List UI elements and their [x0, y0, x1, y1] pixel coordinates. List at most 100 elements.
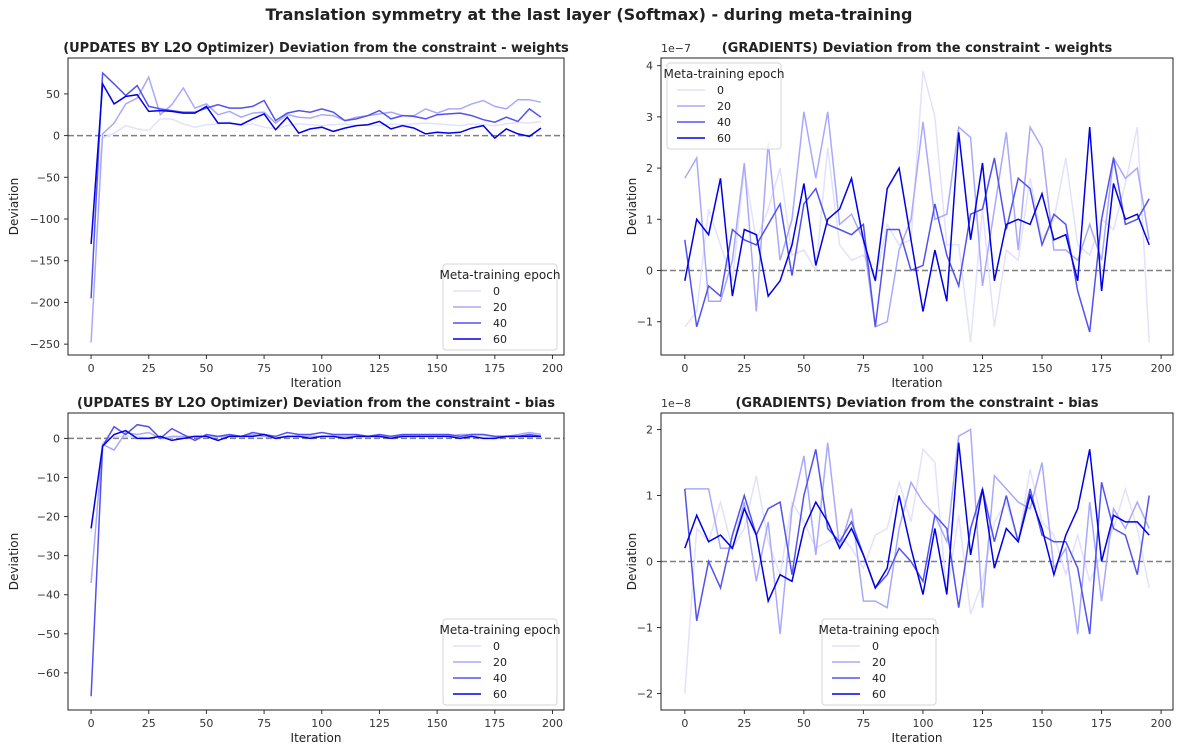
x-tick-label: 200: [1151, 362, 1172, 375]
y-tick-label: 1: [646, 490, 653, 503]
x-tick-label: 150: [427, 717, 448, 730]
y-tick-label: 0: [53, 432, 60, 445]
legend-entry: 20: [717, 100, 731, 113]
legend-entry: 40: [493, 317, 507, 330]
x-tick-label: 25: [142, 717, 156, 730]
series-line-epoch-60: [684, 127, 1150, 312]
y-tick-label: 2: [646, 424, 653, 437]
x-tick-label: 50: [199, 362, 213, 375]
y-tick-label: −200: [30, 296, 60, 309]
y-tick-label: 4: [646, 60, 653, 73]
y-tick-label: −30: [37, 550, 60, 563]
legend-entry: 20: [872, 656, 886, 669]
legend: Meta-training epoch 0 20 40 60: [664, 62, 785, 150]
x-tick-label: 50: [797, 717, 811, 730]
y-tick-label: 50: [46, 88, 60, 101]
x-tick-label: 50: [797, 362, 811, 375]
legend-entry: 0: [493, 640, 500, 653]
x-tick-label: 125: [369, 717, 390, 730]
legend-title: Meta-training epoch: [440, 268, 561, 282]
legend-entry: 20: [493, 656, 507, 669]
panel-title: (UPDATES BY L2O Optimizer) Deviation fro…: [77, 396, 555, 411]
y-tick-label: −1: [637, 622, 653, 635]
plot-frame: [67, 57, 565, 356]
x-tick-label: 150: [1032, 717, 1053, 730]
x-tick-label: 75: [257, 362, 271, 375]
x-axis-label: Iteration: [291, 376, 342, 390]
series-line-epoch-20: [90, 431, 542, 584]
legend-entry: 40: [493, 672, 507, 685]
legend-entry: 60: [493, 333, 507, 346]
panel-title: (GRADIENTS) Deviation from the constrain…: [722, 41, 1113, 56]
panel-title: (GRADIENTS) Deviation from the constrain…: [735, 396, 1098, 411]
legend-entry: 40: [872, 672, 886, 685]
y-tick-label: −1: [637, 316, 653, 329]
x-tick-label: 0: [681, 717, 688, 730]
panel-gradients-bias: (GRADIENTS) Deviation from the constrain…: [625, 396, 1174, 745]
legend: Meta-training epoch 0 20 40 60: [440, 263, 561, 351]
panel-updates-weights: (UPDATES BY L2O Optimizer) Deviation fro…: [7, 41, 569, 390]
series-line-epoch-0: [90, 435, 541, 533]
y-tick-label: −50: [37, 171, 60, 184]
legend-title: Meta-training epoch: [664, 67, 785, 81]
plot-frame: [67, 412, 565, 711]
y-tick-label: −10: [37, 471, 60, 484]
series-line-epoch-60: [90, 81, 542, 245]
x-tick-label: 175: [484, 362, 505, 375]
y-tick-label: 1: [646, 213, 653, 226]
y-tick-label: −2: [637, 688, 653, 701]
legend: Meta-training epoch 0 20 40 60: [819, 618, 939, 706]
legend-entry: 60: [717, 132, 731, 145]
series-line-epoch-40: [90, 423, 542, 697]
legend-entry: 0: [493, 285, 500, 298]
x-tick-label: 0: [88, 362, 95, 375]
legend-box: [666, 62, 782, 150]
series-line-epoch-40: [684, 157, 1150, 333]
x-tick-label: 100: [311, 717, 332, 730]
x-tick-label: 100: [912, 362, 933, 375]
y-tick-label: 0: [646, 265, 653, 278]
x-tick-label: 0: [681, 362, 688, 375]
plot-frame: [660, 412, 1174, 711]
y-tick-label: 0: [646, 556, 653, 569]
y-tick-label: 0: [53, 130, 60, 143]
legend-title: Meta-training epoch: [440, 623, 561, 637]
x-tick-label: 175: [1091, 717, 1112, 730]
series-line-epoch-20: [684, 428, 1150, 635]
x-tick-label: 175: [1091, 362, 1112, 375]
series-line-epoch-60: [90, 429, 541, 529]
x-tick-label: 0: [88, 717, 95, 730]
y-tick-label: −20: [37, 511, 60, 524]
series-line-epoch-60: [684, 442, 1150, 604]
y-tick-label: −150: [30, 255, 60, 268]
x-tick-label: 75: [856, 717, 870, 730]
y-axis-label: Deviation: [625, 533, 639, 590]
panel-updates-bias: (UPDATES BY L2O Optimizer) Deviation fro…: [7, 396, 565, 745]
panel-title: (UPDATES BY L2O Optimizer) Deviation fro…: [63, 41, 569, 56]
x-axis-label: Iteration: [892, 731, 943, 745]
axis-offset-label: 1e−7: [661, 42, 691, 55]
y-tick-label: −60: [37, 667, 60, 680]
y-tick-label: −100: [30, 213, 60, 226]
x-tick-label: 75: [856, 362, 870, 375]
legend-box: [821, 618, 937, 706]
y-tick-label: 2: [646, 162, 653, 175]
x-tick-label: 100: [311, 362, 332, 375]
y-axis-label: Deviation: [7, 533, 21, 590]
y-axis-label: Deviation: [625, 178, 639, 235]
series-line-epoch-0: [90, 118, 542, 243]
x-tick-label: 25: [737, 717, 751, 730]
series-line-epoch-40: [90, 71, 542, 299]
x-tick-label: 125: [369, 362, 390, 375]
x-tick-label: 200: [542, 362, 563, 375]
axis-offset-label: 1e−8: [661, 397, 691, 410]
legend-entry: 60: [872, 688, 886, 701]
plot-frame: [660, 57, 1174, 356]
y-tick-label: −40: [37, 589, 60, 602]
y-axis-label: Deviation: [7, 178, 21, 235]
x-tick-label: 175: [484, 717, 505, 730]
x-axis-label: Iteration: [291, 731, 342, 745]
legend-entry: 0: [717, 84, 724, 97]
x-axis-label: Iteration: [892, 376, 943, 390]
